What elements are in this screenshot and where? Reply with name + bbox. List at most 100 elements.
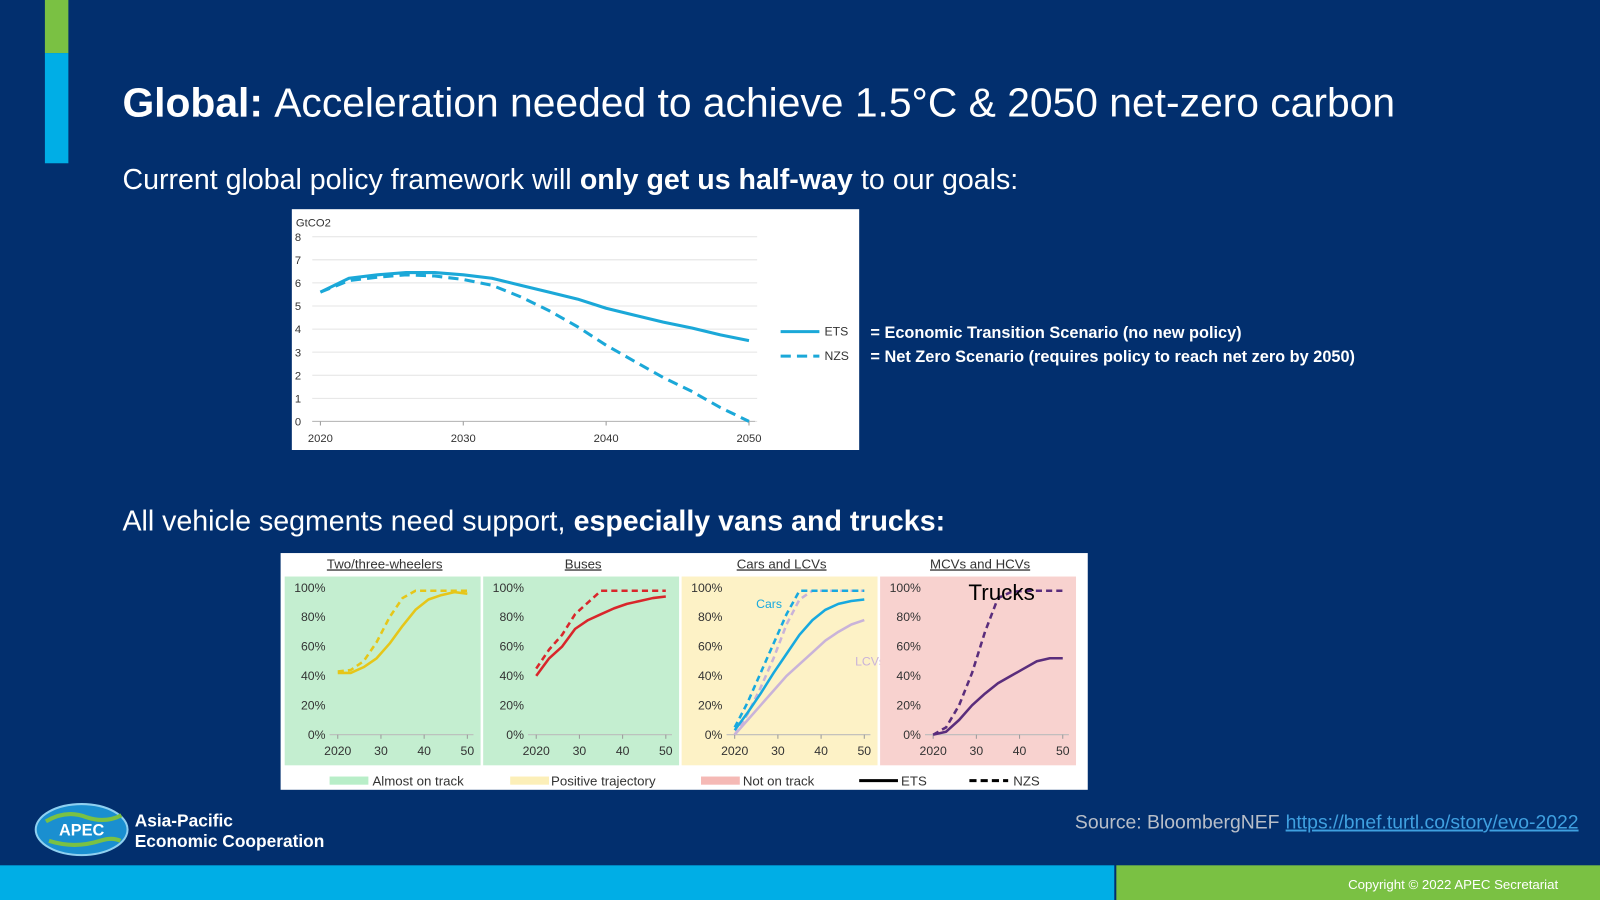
series-line [932, 589, 1063, 736]
x-tick-label: 30 [970, 744, 984, 758]
y-tick-label: 0 [295, 417, 301, 429]
annotation: Cars [756, 597, 782, 611]
x-tick-label: 2030 [451, 433, 476, 445]
x-tick-label: 40 [814, 744, 828, 758]
y-tick-label: 0% [506, 728, 524, 742]
logo-land [44, 812, 123, 847]
x-tick-label: 40 [1013, 744, 1027, 758]
title-bold: Global: [122, 79, 263, 125]
logo-text: Asia-Pacific [135, 811, 234, 831]
series-line [932, 656, 1063, 736]
x-tick-label: 40 [417, 744, 431, 758]
y-tick-label: 80% [499, 610, 524, 624]
logo-text: Economic Cooperation [135, 831, 325, 851]
panel-background [880, 576, 1077, 766]
series-line [337, 589, 468, 673]
panel-title: MCVs and HCVs [930, 556, 1031, 571]
x-tick-label: 2040 [594, 433, 619, 445]
legend-label: NZS [824, 349, 848, 363]
accent-bar-blue [44, 53, 69, 164]
x-tick-label: 2020 [308, 433, 333, 445]
y-tick-label: 8 [295, 232, 301, 244]
series-line [319, 271, 750, 343]
legend-label: Almost on track [372, 774, 464, 789]
y-tick-label: 80% [896, 610, 921, 624]
annotation: Trucks [968, 580, 1034, 605]
y-tick-label: 1 [295, 393, 301, 405]
y-tick-label: 4 [295, 324, 301, 336]
panel-background [681, 576, 878, 766]
subtitle-text: to our goals: [861, 164, 1018, 196]
panel-title: Buses [565, 556, 602, 571]
footer-bar-blue [0, 865, 1115, 900]
y-tick-label: 40% [499, 669, 524, 683]
logo-badge: APEC [59, 822, 105, 840]
title-text: Acceleration needed to achieve 1.5°C & 2… [274, 79, 1395, 125]
y-tick-label: 40% [896, 669, 921, 683]
source-link[interactable]: https://bnef.turtl.co/story/evo-2022 [1286, 812, 1579, 834]
series-line [337, 590, 468, 675]
logo: APEC Asia-Pacific Economic Cooperation [34, 803, 325, 857]
legend-description: = Net Zero Scenario (requires policy to … [870, 348, 1355, 366]
x-tick-label: 30 [374, 744, 388, 758]
x-tick-label: 50 [1056, 744, 1070, 758]
y-tick-label: 60% [698, 640, 723, 654]
x-tick-label: 2020 [523, 744, 550, 758]
panel-title: Cars and LCVs [737, 556, 827, 571]
x-tick-label: 50 [857, 744, 871, 758]
x-tick-label: 50 [461, 744, 475, 758]
y-tick-label: 7 [295, 255, 301, 267]
x-tick-label: 40 [616, 744, 630, 758]
subtitle-text: All vehicle segments need support, [122, 506, 565, 538]
series-line [733, 618, 865, 736]
legend-label: Positive trajectory [551, 774, 656, 789]
y-tick-label: 20% [896, 698, 921, 712]
legend-label: NZS [1013, 774, 1040, 789]
y-tick-label: 5 [295, 301, 301, 313]
accent-bar-green [44, 0, 69, 54]
y-tick-label: 20% [301, 698, 326, 712]
panel-background [284, 576, 481, 766]
y-tick-label: 100% [691, 581, 722, 595]
y-tick-label: 100% [294, 581, 325, 595]
y-tick-label: 60% [301, 640, 326, 654]
series-line [535, 595, 666, 677]
subtitle: Current global policy framework will only… [122, 164, 1018, 196]
x-tick-label: 2020 [721, 744, 748, 758]
y-tick-label: 6 [295, 278, 301, 290]
x-tick-label: 30 [573, 744, 587, 758]
y-tick-label: 80% [698, 610, 723, 624]
series-line [319, 273, 750, 423]
y-tick-label: 2 [295, 370, 301, 382]
footer-bar-green [1116, 865, 1600, 900]
subtitle: All vehicle segments need support, especi… [122, 506, 945, 538]
y-tick-label: 3 [295, 347, 301, 359]
legend-swatch [329, 776, 369, 785]
x-tick-label: 2020 [324, 744, 351, 758]
y-tick-label: 100% [890, 581, 921, 595]
title: Global: Acceleration needed to achieve 1.… [122, 79, 1395, 125]
copyright: Copyright © 2022 APEC Secretariat [1348, 877, 1558, 892]
source: Source: BloombergNEF https://bnef.turtl.c… [1075, 812, 1579, 834]
panel-title: Two/three-wheelers [327, 556, 443, 571]
legend-label: ETS [901, 774, 927, 789]
y-tick-label: 100% [493, 581, 524, 595]
subtitle-bold: only get us half-way [580, 164, 853, 196]
y-tick-label: 40% [301, 669, 326, 683]
x-tick-label: 2020 [920, 744, 947, 758]
annotation: LCVs [855, 654, 885, 668]
source-text: Source: BloombergNEF [1075, 812, 1280, 834]
series-line [733, 598, 865, 732]
x-tick-label: 2050 [736, 433, 761, 445]
y-tick-label: 0% [903, 728, 921, 742]
legend-label: Not on track [743, 774, 815, 789]
legend-swatch [510, 776, 549, 785]
y-tick-label: 60% [499, 640, 524, 654]
subtitle-bold: especially vans and trucks: [574, 506, 946, 538]
y-tick-label: 0% [308, 728, 326, 742]
y-axis-label: GtCO2 [296, 218, 331, 230]
y-tick-label: 0% [705, 728, 723, 742]
legend-description: = Economic Transition Scenario (no new p… [870, 324, 1241, 342]
